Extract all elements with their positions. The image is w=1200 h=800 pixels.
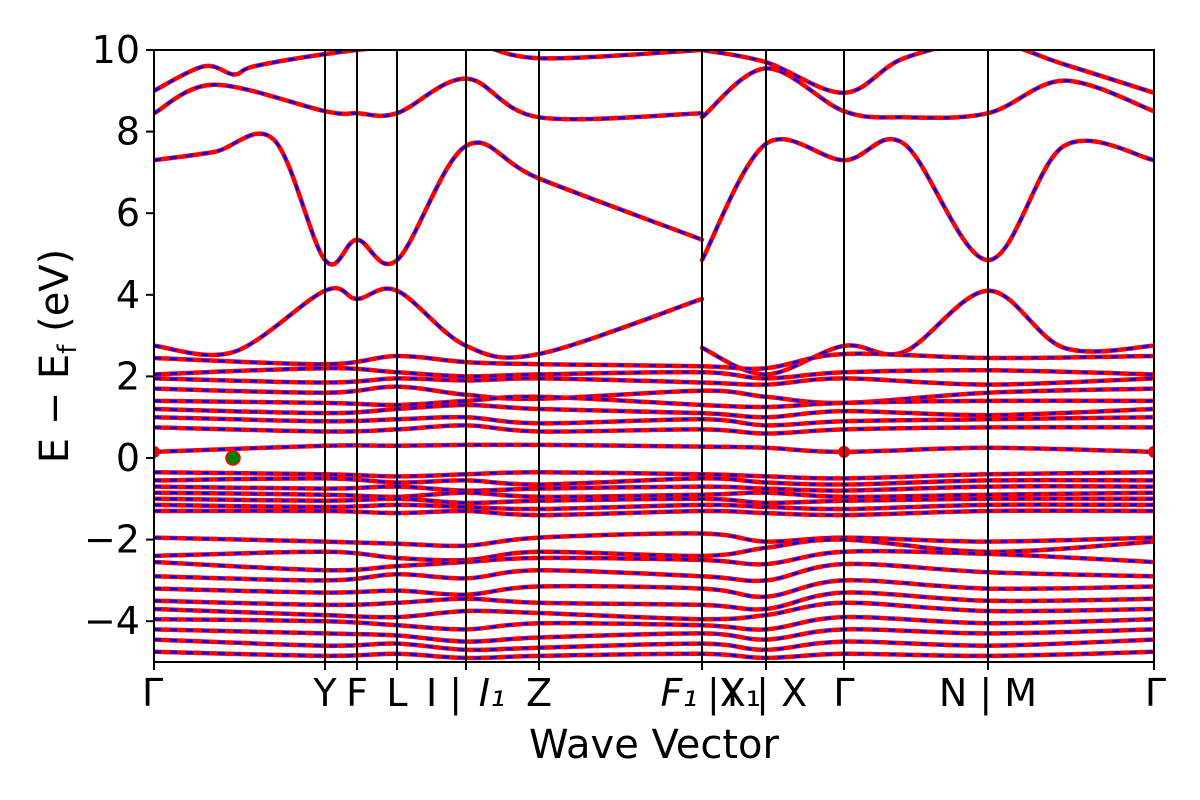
y-tick-label-5: 6 [116, 191, 140, 235]
band-line-0 [154, 131, 705, 267]
band-line-dashed-32 [154, 627, 1154, 643]
band-line-2 [154, 76, 705, 122]
band-line-dashed-15 [154, 424, 1154, 435]
band-line-1 [699, 136, 1154, 263]
band-line-dashed-3 [701, 67, 1154, 120]
band-line-dashed-30 [154, 601, 1154, 621]
band-line-dashed-0 [154, 132, 703, 266]
band-line-4 [154, 50, 705, 94]
y-axis-title-suffix: (eV) [32, 249, 78, 345]
band-line-dashed-29 [154, 591, 1154, 611]
band-line-dashed-26 [154, 549, 1154, 572]
band-line-dashed-20 [154, 491, 1154, 499]
x-tick-label-10: Γ [833, 671, 854, 715]
y-axis-ticks: −4 −2 0 2 4 6 8 10 [84, 28, 154, 643]
x-tick-label-3: L [386, 671, 407, 715]
band-line-dashed-17 [154, 471, 1154, 480]
band-line-dashed-28 [154, 578, 1154, 599]
band-line-3 [699, 66, 1154, 121]
band-line-dashed-13 [154, 403, 1154, 419]
y-axis-title-subscript: f [53, 344, 83, 354]
band-lines [154, 50, 1154, 661]
band-line-dashed-24 [154, 532, 1154, 548]
x-tick-label-0: Γ [142, 671, 163, 715]
x-tick-label-12: Γ [1145, 671, 1166, 715]
x-tick-label-11: N | M [939, 671, 1037, 716]
band-line-dashed-18 [154, 477, 1154, 486]
band-line-dashed-11 [154, 385, 1154, 405]
band-line-dashed-12 [154, 395, 1154, 409]
band-edge-marker-0 [154, 445, 160, 458]
y-axis-title: E − Ef (eV) [32, 249, 83, 464]
plot-frame [153, 49, 1155, 663]
x-tick-label-7: F₁ [660, 671, 697, 715]
y-tick-label-3: 2 [116, 354, 140, 398]
x-axis-title: Wave Vector [529, 722, 780, 768]
band-line-dashed-31 [154, 615, 1154, 631]
high-symmetry-lines [324, 50, 989, 662]
band-line-7 [699, 288, 1154, 377]
band-line-dashed-27 [154, 562, 1154, 583]
y-axis-title-prefix: E − E [32, 354, 78, 464]
band-line-24 [154, 531, 1154, 549]
band-line-dashed-25 [154, 538, 1154, 562]
band-markers [154, 445, 1154, 466]
band-line-dashed-34 [154, 650, 1154, 660]
band-line-dashed-8 [154, 352, 1154, 371]
y-tick-label-7: 10 [92, 28, 140, 72]
fermi-marker-1 [225, 450, 241, 466]
y-tick-label-6: 8 [116, 110, 140, 154]
y-tick-label-2: 0 [116, 436, 140, 480]
band-line-dashed-33 [154, 638, 1154, 652]
band-line-dashed-10 [154, 377, 1154, 387]
band-line-dashed-6 [154, 286, 703, 359]
x-tick-label-8: |X₁ [707, 671, 761, 716]
band-line-dashed-23 [154, 509, 1154, 517]
band-line-dashed-16 [154, 443, 1154, 454]
band-line-32 [154, 627, 1154, 644]
band-line-dashed-19 [154, 484, 1154, 492]
band-edge-marker-3 [1148, 445, 1154, 458]
x-tick-label-1: Y [312, 671, 337, 715]
y-tick-label-0: −4 [84, 599, 140, 643]
band-line-dashed-1 [700, 137, 1154, 262]
band-line-dashed-9 [154, 366, 1154, 380]
y-tick-label-1: −2 [84, 518, 140, 562]
x-tick-label-5: I₁ [479, 671, 505, 715]
band-line-dashed-14 [154, 415, 1154, 427]
band-line-dashed-22 [154, 503, 1154, 511]
band-line-dashed-2 [154, 77, 703, 121]
x-tick-label-4: I | [426, 671, 462, 716]
x-tick-label-9: Y | X [720, 671, 807, 716]
band-line-6 [154, 286, 705, 360]
x-tick-label-6: Z [526, 671, 552, 715]
y-tick-label-4: 4 [116, 273, 140, 317]
x-tick-label-2: F [346, 671, 368, 715]
band-line-dashed-4 [154, 50, 703, 92]
band-line-dashed-21 [154, 497, 1154, 505]
